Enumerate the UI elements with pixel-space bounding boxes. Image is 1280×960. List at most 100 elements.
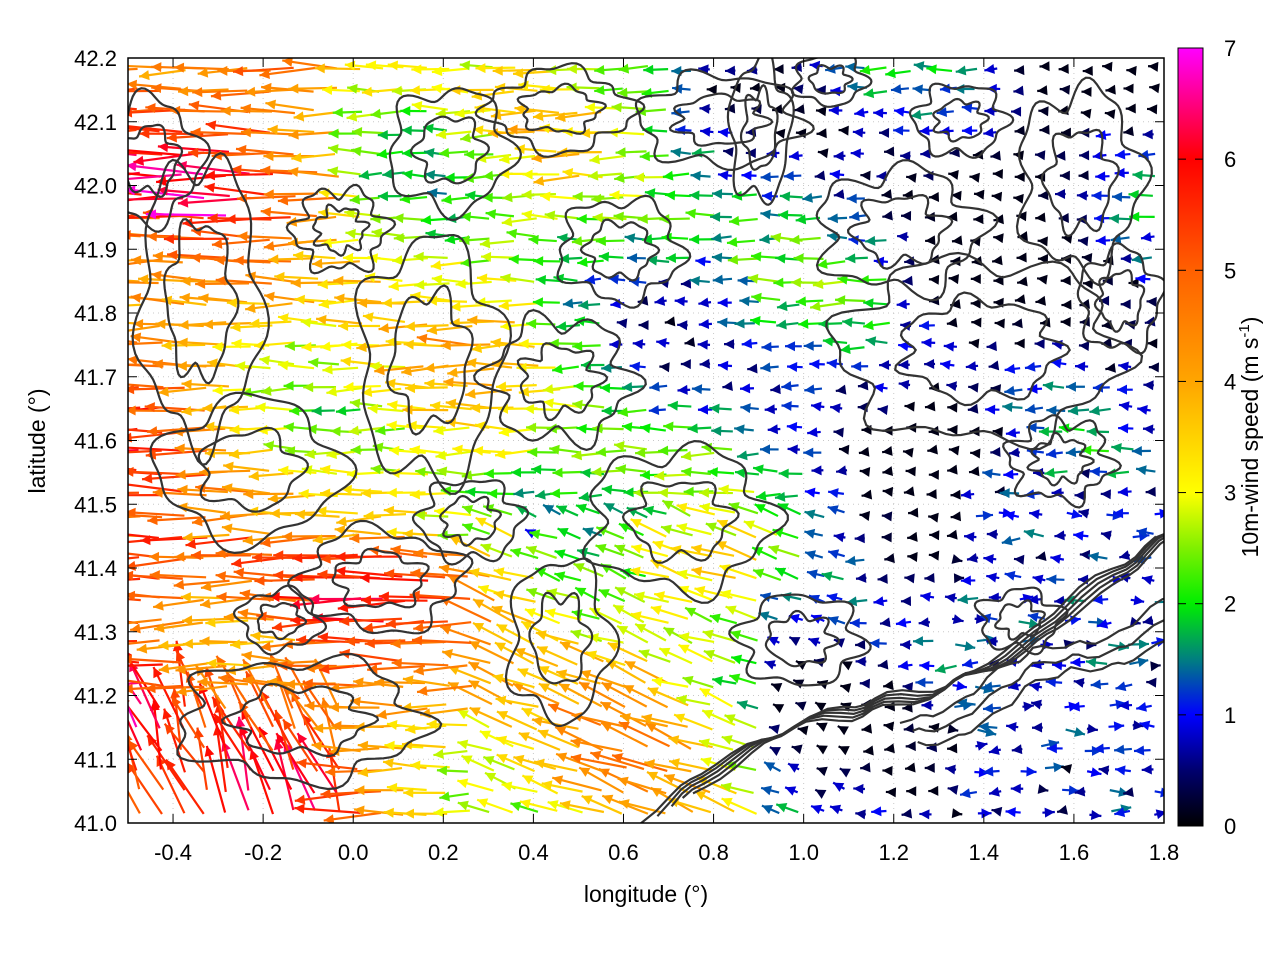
wind-vector — [877, 659, 889, 670]
wind-vector — [291, 152, 336, 163]
wind-vector — [919, 660, 935, 671]
wind-vector — [851, 361, 869, 372]
wind-vector — [772, 703, 785, 714]
wind-vector — [701, 709, 736, 727]
wind-vector — [775, 802, 799, 814]
wind-vector — [1008, 447, 1020, 458]
terrain-contour — [474, 62, 646, 158]
wind-vector — [128, 467, 137, 472]
wind-vector — [658, 647, 693, 665]
wind-vector — [947, 785, 959, 795]
wind-vector — [677, 384, 691, 395]
wind-vector — [624, 233, 646, 244]
wind-vector — [855, 572, 867, 583]
wind-vector — [495, 695, 539, 708]
wind-vector — [128, 149, 181, 157]
wind-vector — [951, 235, 963, 246]
axis-ticks — [128, 57, 1165, 824]
wind-vector — [532, 297, 560, 308]
wind-vector — [767, 424, 781, 435]
wind-vector — [334, 293, 382, 304]
wind-vector — [1022, 701, 1035, 712]
wind-vector — [804, 550, 824, 560]
terrain-contour — [899, 597, 1164, 725]
wind-vector — [311, 405, 335, 416]
wind-vector — [828, 105, 843, 116]
wind-vector — [544, 210, 578, 221]
wind-vector — [1058, 63, 1069, 74]
wind-vector — [1135, 273, 1151, 284]
wind-vector — [656, 337, 670, 348]
wind-vector — [1145, 486, 1156, 497]
wind-vector — [948, 169, 959, 180]
wind-vector — [816, 128, 827, 139]
wind-vector — [739, 383, 755, 394]
wind-vector — [833, 532, 846, 543]
wind-vector — [128, 590, 184, 601]
wind-vector — [200, 579, 253, 592]
wind-vector — [386, 782, 427, 793]
wind-vector — [449, 535, 491, 558]
wind-vector — [860, 762, 871, 773]
wind-vector — [807, 427, 821, 438]
wind-vector — [546, 588, 580, 600]
terrain-contour — [386, 284, 474, 436]
wind-vector — [1114, 149, 1131, 160]
x-tick-labels: -0.4 -0.2 0.0 0.2 0.4 0.6 0.8 1.0 1.2 1.4 1.6 1.8 — [154, 840, 1179, 865]
wind-vector — [557, 233, 580, 244]
wind-vector — [468, 567, 512, 582]
wind-vector — [1042, 381, 1065, 392]
wind-vector — [176, 685, 228, 697]
wind-vector — [401, 148, 427, 159]
wind-vector — [699, 103, 711, 114]
wind-vector — [1141, 575, 1155, 585]
wind-vector — [554, 549, 580, 561]
wind-vector — [1011, 106, 1022, 117]
wind-vector — [441, 194, 470, 205]
wind-vector — [648, 405, 666, 416]
colorbar-tick-label: 0 — [1224, 814, 1236, 839]
wind-vector — [803, 340, 822, 351]
wind-vector — [376, 707, 428, 720]
wind-vector — [128, 742, 138, 771]
wind-vector — [129, 620, 185, 634]
wind-vector — [950, 511, 962, 522]
wind-vector — [320, 788, 382, 799]
wind-vector — [277, 313, 318, 324]
wind-vector — [240, 103, 296, 115]
wind-vector — [724, 339, 735, 350]
y-tick-label: 41.7 — [74, 365, 117, 390]
wind-vector — [684, 606, 713, 623]
terrain-contour — [556, 194, 692, 309]
wind-vector — [764, 660, 777, 670]
x-tick-label: -0.4 — [154, 840, 192, 865]
wind-vector — [1059, 84, 1071, 95]
wind-vector — [951, 808, 963, 819]
terrain-contour — [932, 97, 990, 143]
wind-vector — [618, 799, 666, 815]
wind-vector — [1095, 171, 1110, 182]
wind-vector — [1038, 190, 1049, 201]
wind-vector — [613, 441, 647, 451]
wind-vector — [907, 551, 918, 562]
wind-vector — [357, 766, 403, 778]
terrain-contour — [692, 540, 1164, 795]
wind-vector — [277, 195, 336, 206]
wind-vector — [928, 191, 940, 202]
wind-vector — [441, 649, 491, 664]
wind-vector — [890, 84, 910, 95]
wind-vector — [1005, 427, 1020, 438]
wind-vector — [728, 215, 758, 226]
wind-vector — [328, 128, 358, 139]
wind-vector — [249, 318, 292, 329]
wind-vector — [202, 402, 249, 413]
wind-vector — [1012, 318, 1023, 329]
wind-vector — [1011, 744, 1023, 755]
wind-vector — [611, 102, 645, 113]
wind-vector — [1150, 661, 1161, 672]
wind-vector — [221, 523, 271, 535]
wind-vector — [924, 401, 936, 412]
wind-vector — [349, 194, 380, 205]
wind-vector — [618, 522, 644, 537]
wind-vector — [600, 721, 649, 748]
